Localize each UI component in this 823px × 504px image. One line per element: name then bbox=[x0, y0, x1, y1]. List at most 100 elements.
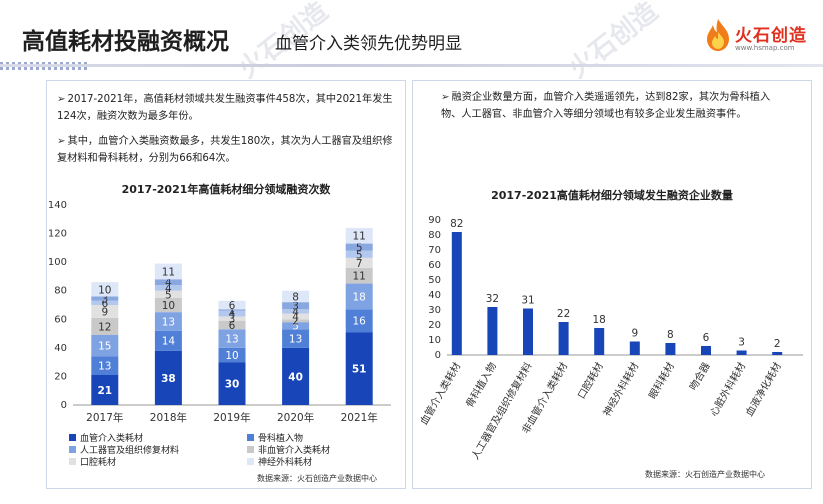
data-label: 22 bbox=[557, 308, 570, 320]
data-label: 5 bbox=[165, 289, 172, 301]
data-label: 6 bbox=[229, 300, 236, 312]
bar-segment bbox=[154, 297, 182, 313]
data-label: 5 bbox=[292, 321, 299, 333]
legend-swatch bbox=[247, 446, 254, 453]
data-label: 8 bbox=[667, 329, 674, 341]
x-tick-label: 神经外科耗材 bbox=[600, 360, 641, 418]
legend-label: 神经外科耗材 bbox=[258, 458, 313, 468]
legend-label: 非血管介入类耗材 bbox=[258, 446, 331, 456]
stacked-bar-chart: 02040608010012014021131512963102017年3814… bbox=[48, 200, 391, 424]
data-label: 3 bbox=[738, 337, 745, 349]
y-tick-label: 140 bbox=[48, 200, 67, 211]
bar bbox=[665, 343, 676, 355]
arrow-bullet-icon: ➢ bbox=[57, 136, 66, 147]
data-label: 3 bbox=[229, 314, 236, 326]
legend-label: 血管介入类耗材 bbox=[80, 434, 144, 444]
data-label: 18 bbox=[593, 314, 606, 326]
data-label: 8 bbox=[292, 291, 299, 303]
x-tick-label: 心脏外科耗材 bbox=[707, 360, 748, 418]
bar-segment bbox=[282, 319, 310, 323]
arrow-bullet-icon: ➢ bbox=[441, 92, 450, 103]
legend-item: 人工器官及组织修复材料 bbox=[69, 443, 179, 456]
data-label: 13 bbox=[98, 361, 111, 373]
legend-label: 人工器官及组织修复材料 bbox=[80, 446, 180, 456]
bar-segment bbox=[282, 329, 310, 348]
left-panel: ➢ 2017-2021年，高值耗材领域共发生融资事件458次，其中2021年发生1… bbox=[46, 80, 406, 489]
legend-swatch bbox=[69, 434, 76, 441]
legend-swatch bbox=[69, 458, 76, 465]
data-label: 31 bbox=[521, 295, 534, 307]
bar-segment bbox=[154, 263, 182, 280]
bar-segment bbox=[282, 322, 310, 330]
data-label: 40 bbox=[288, 371, 303, 383]
bar-segment bbox=[218, 362, 246, 405]
data-label: 6 bbox=[703, 332, 710, 344]
data-label: 11 bbox=[353, 231, 366, 243]
bar-segment bbox=[345, 257, 373, 268]
data-label: 10 bbox=[225, 350, 238, 362]
chart-title: 2017-2021高值耗材细分领域发生融资企业数量 bbox=[491, 189, 733, 202]
x-tick-label: 吻合器 bbox=[686, 360, 712, 392]
data-label: 38 bbox=[161, 373, 176, 385]
bullet-point: ➢ 其中，血管介入类融资数最多，共发生180次，其次为人工器官及组织修复材料和骨科… bbox=[57, 136, 393, 164]
right-panel: ➢ 融资企业数量方面，血管介入类遥遥领先，达到82家，其次为骨科植入物、人工器官、… bbox=[412, 80, 812, 489]
chart-title: 2017-2021年高值耗材细分领域融资次数 bbox=[121, 183, 331, 196]
bar bbox=[736, 350, 747, 355]
data-label: 82 bbox=[450, 218, 463, 230]
bar-segment bbox=[282, 347, 310, 405]
data-label: 18 bbox=[353, 291, 366, 303]
y-tick-label: 10 bbox=[428, 335, 441, 346]
bar-segment bbox=[91, 317, 119, 335]
data-label: 21 bbox=[97, 385, 112, 397]
data-label: 4 bbox=[165, 277, 172, 289]
bar-segment bbox=[91, 296, 119, 301]
bar-segment bbox=[282, 302, 310, 310]
bar-segment bbox=[345, 250, 373, 258]
data-label: 5 bbox=[356, 242, 363, 254]
x-tick-label: 2017年 bbox=[86, 411, 123, 424]
bar-segment bbox=[154, 279, 182, 285]
legend-item: 神经外科耗材 bbox=[247, 455, 312, 468]
legend-swatch bbox=[69, 446, 76, 453]
x-tick-label: 2021年 bbox=[341, 411, 378, 424]
bullet-point: ➢ 2017-2021年，高值耗材领域共发生融资事件458次，其中2021年发生1… bbox=[57, 94, 393, 122]
y-tick-label: 20 bbox=[428, 320, 441, 331]
bar-segment bbox=[218, 320, 246, 330]
data-label: 14 bbox=[162, 336, 176, 348]
bar-segment bbox=[218, 316, 246, 321]
legend-swatch bbox=[247, 434, 254, 441]
data-label: 4 bbox=[229, 309, 236, 321]
data-source: 数据来源：火石创造产业数据中心 bbox=[257, 474, 377, 483]
legend-label: 口腔耗材 bbox=[80, 458, 117, 468]
bar bbox=[487, 307, 498, 355]
y-tick-label: 0 bbox=[61, 400, 67, 411]
bar-segment bbox=[345, 267, 373, 284]
legend-label: 骨科植入物 bbox=[258, 434, 304, 444]
flame-icon bbox=[707, 19, 729, 51]
logo-url: www.hsmap.com bbox=[735, 44, 795, 52]
data-label: 9 bbox=[101, 306, 108, 318]
bullet-point: ➢ 融资企业数量方面，血管介入类遥遥领先，达到82家，其次为骨科植入物、人工器官、… bbox=[441, 92, 771, 120]
logo: 火石创造 www.hsmap.com bbox=[705, 18, 815, 58]
data-label: 4 bbox=[165, 283, 172, 295]
data-label: 12 bbox=[98, 321, 111, 333]
legend-item: 口腔耗材 bbox=[69, 455, 116, 468]
data-label: 6 bbox=[229, 320, 236, 332]
x-tick-label: 眼科耗材 bbox=[646, 360, 677, 401]
x-tick-label: 骨科植入物 bbox=[463, 360, 499, 410]
bar-segment bbox=[218, 309, 246, 311]
data-label: 13 bbox=[289, 334, 302, 346]
data-label: 7 bbox=[356, 258, 363, 270]
x-tick-label: 2020年 bbox=[277, 411, 314, 424]
bar-segment bbox=[345, 309, 373, 333]
bar bbox=[629, 341, 640, 355]
x-tick-label: 2018年 bbox=[150, 411, 187, 424]
y-tick-label: 0 bbox=[435, 350, 441, 361]
data-label: 9 bbox=[631, 328, 638, 340]
data-label: 11 bbox=[353, 271, 366, 283]
bar-segment bbox=[91, 356, 119, 375]
bar bbox=[558, 322, 569, 355]
data-source: 数据来源：火石创造产业数据中心 bbox=[645, 470, 765, 479]
bar-segment bbox=[218, 300, 246, 310]
